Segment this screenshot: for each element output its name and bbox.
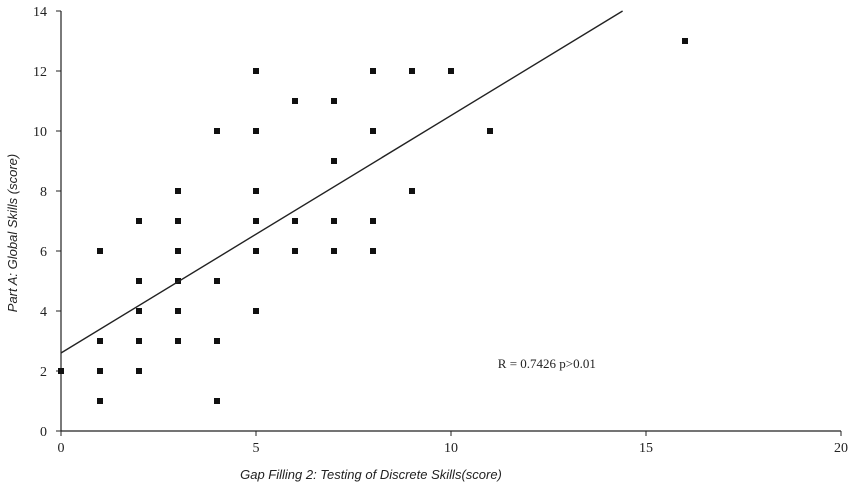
data-point <box>136 368 142 374</box>
data-point <box>253 68 259 74</box>
data-point <box>253 188 259 194</box>
y-tick-label: 2 <box>40 365 47 380</box>
x-tick-label: 20 <box>834 441 848 456</box>
data-point <box>97 338 103 344</box>
data-point <box>292 248 298 254</box>
data-point <box>97 248 103 254</box>
x-tick-label: 15 <box>639 441 653 456</box>
x-axis-title: Gap Filling 2: Testing of Discrete Skill… <box>240 467 502 482</box>
y-tick-label: 14 <box>33 5 47 20</box>
data-point <box>214 278 220 284</box>
data-point <box>448 68 454 74</box>
data-point <box>331 218 337 224</box>
regression-line <box>60 10 623 354</box>
data-point <box>175 218 181 224</box>
data-point <box>97 368 103 374</box>
data-point <box>175 308 181 314</box>
data-point <box>175 248 181 254</box>
y-axis-title: Part A: Global Skills (score) <box>5 154 20 312</box>
data-point <box>214 338 220 344</box>
data-point <box>136 218 142 224</box>
data-point <box>409 68 415 74</box>
data-point <box>58 368 64 374</box>
x-tick-label: 5 <box>253 441 260 456</box>
y-tick-label: 4 <box>40 305 47 320</box>
y-tick-label: 0 <box>40 425 47 440</box>
data-point <box>97 398 103 404</box>
data-point <box>214 398 220 404</box>
x-tick-label: 0 <box>58 441 65 456</box>
data-point <box>136 338 142 344</box>
data-point <box>175 188 181 194</box>
correlation-annotation: R = 0.7426 p>0.01 <box>498 356 596 371</box>
y-tick-label: 6 <box>40 245 47 260</box>
y-axis-ticks: 0 2 4 6 8 10 12 14 <box>33 5 61 440</box>
data-point <box>253 248 259 254</box>
data-point <box>136 278 142 284</box>
data-point <box>253 128 259 134</box>
data-point <box>331 98 337 104</box>
data-point <box>292 98 298 104</box>
data-point <box>214 128 220 134</box>
x-tick-label: 10 <box>444 441 458 456</box>
data-point <box>331 248 337 254</box>
y-tick-label: 12 <box>33 65 47 80</box>
data-point <box>370 68 376 74</box>
data-point <box>487 128 493 134</box>
data-point <box>370 218 376 224</box>
y-tick-label: 8 <box>40 185 47 200</box>
data-point <box>370 248 376 254</box>
data-point <box>370 128 376 134</box>
data-point <box>253 308 259 314</box>
data-point <box>331 158 337 164</box>
y-tick-label: 10 <box>33 125 47 140</box>
data-points <box>58 38 688 404</box>
data-point <box>253 218 259 224</box>
data-point <box>409 188 415 194</box>
data-point <box>136 308 142 314</box>
data-point <box>292 218 298 224</box>
data-point <box>682 38 688 44</box>
x-axis-ticks: 0 5 10 15 20 <box>58 431 848 456</box>
data-point <box>175 338 181 344</box>
